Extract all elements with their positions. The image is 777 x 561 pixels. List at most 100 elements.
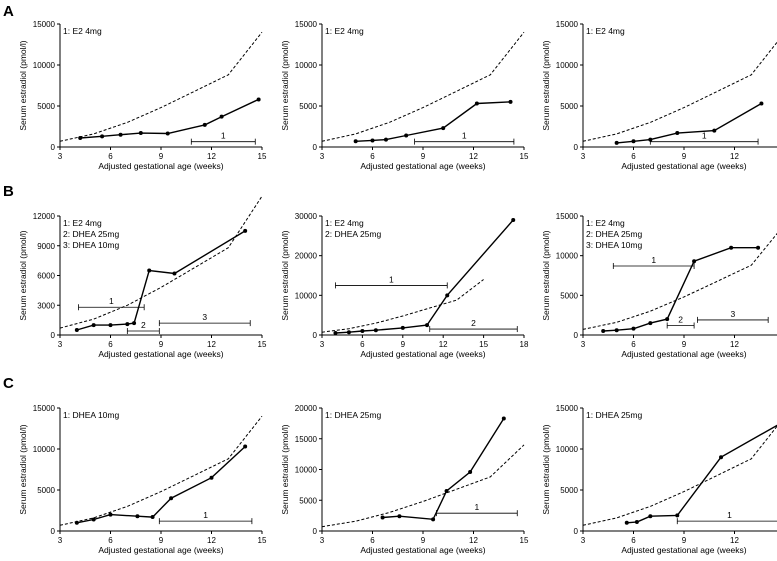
chart-a2-data-point <box>383 137 388 142</box>
chart-b1-data-point <box>147 268 152 273</box>
chart-a2: 0 5000 10000 15000 3 6 9 12 15 Adjusted gestation… <box>280 20 529 171</box>
chart-a1-x-tick-label: 15 <box>258 152 267 161</box>
chart-a1-treatment-label: 1 <box>221 131 226 141</box>
chart-a3-x-axis-title: Adjusted gestational age (weeks) <box>621 161 746 171</box>
chart-a2-x-tick-label: 12 <box>469 152 478 161</box>
chart-b1-data-point <box>243 228 248 233</box>
chart-a3-legend-entry: 1: E2 4mg <box>586 26 625 36</box>
chart-c1-data-point <box>169 496 174 501</box>
chart-c2-data-point <box>431 517 436 522</box>
chart-c1-x-axis-title: Adjusted gestational age (weeks) <box>98 545 223 555</box>
chart-c1-data-point <box>108 512 113 517</box>
chart-b1-legend-entry: 2: DHEA 25mg <box>63 229 119 239</box>
chart-b2-x-tick-label: 6 <box>360 340 365 349</box>
chart-b3-treatment-label: 1 <box>651 255 656 265</box>
chart-c2-x-tick-label: 6 <box>370 536 375 545</box>
chart-b3-treatment-label: 3 <box>730 309 735 319</box>
chart-c1-reference-curve <box>59 415 263 526</box>
chart-c2: 0 5000 10000 15000 20000 3 6 9 12 15 Adjusted gest… <box>280 404 529 555</box>
chart-a1-y-tick-label: 5000 <box>37 102 55 111</box>
chart-c3-data-point <box>648 514 653 519</box>
chart-b2-y-tick-label: 10000 <box>295 291 318 300</box>
chart-b1-y-tick-label: 9000 <box>37 242 55 251</box>
chart-a1-data-point <box>100 134 105 139</box>
chart-c1-x-tick-label: 12 <box>207 536 216 545</box>
chart-c3-data-point <box>719 455 724 460</box>
chart-b3-data-point <box>631 326 636 331</box>
chart-b2-data-point <box>425 323 430 328</box>
chart-b1-x-tick-label: 12 <box>207 340 216 349</box>
chart-b3-reference-curve <box>582 232 777 330</box>
chart-b1-data-point <box>108 323 113 328</box>
chart-b1-y-tick-label: 0 <box>51 331 56 340</box>
chart-b1-data-point <box>91 323 96 328</box>
chart-b1-treatment-label: 3 <box>202 312 207 322</box>
chart-c3-reference-curve <box>582 425 777 526</box>
chart-b2-y-axis-title: Serum estradiol (pmol/l) <box>280 230 290 320</box>
chart-b3-data-point <box>601 329 606 334</box>
chart-b1-x-axis-title: Adjusted gestational age (weeks) <box>98 349 223 359</box>
chart-a1: 0 5000 10000 15000 3 6 9 12 15 Adjusted gestation… <box>18 20 267 171</box>
chart-b2-data-point <box>346 330 351 335</box>
chart-a2-y-tick-label: 10000 <box>295 61 318 70</box>
chart-b2-data-point <box>445 293 450 298</box>
chart-c1-treatment-label: 1 <box>203 510 208 520</box>
chart-a3-data-point <box>614 140 619 145</box>
chart-a1-x-axis-title: Adjusted gestational age (weeks) <box>98 161 223 171</box>
chart-a2-data-point <box>370 138 375 143</box>
chart-a3-x-tick-label: 3 <box>581 152 586 161</box>
chart-b2-x-tick-label: 9 <box>401 340 406 349</box>
chart-b2-data-point <box>511 217 516 222</box>
chart-b2-y-tick-label: 30000 <box>295 212 318 221</box>
chart-c3-data-point <box>675 513 680 518</box>
chart-a3-y-axis-title: Serum estradiol (pmol/l) <box>541 40 551 130</box>
chart-a2-data-point <box>404 133 409 138</box>
chart-b2-x-tick-label: 12 <box>439 340 448 349</box>
chart-b1-data-point <box>74 328 79 333</box>
chart-a2-y-tick-label: 0 <box>313 143 318 152</box>
chart-a3-data-point <box>759 101 764 106</box>
chart-b1-series-line <box>76 230 246 331</box>
chart-b3-data-point <box>756 245 761 250</box>
chart-b3-y-tick-label: 0 <box>574 331 579 340</box>
chart-c3-x-tick-label: 3 <box>581 536 586 545</box>
chart-b1-x-tick-label: 6 <box>108 340 113 349</box>
chart-a1-y-tick-label: 15000 <box>33 20 56 29</box>
chart-c1: 0 5000 10000 15000 3 6 9 12 15 Adjusted gestation… <box>18 404 267 555</box>
chart-b2-reference-curve <box>321 279 484 333</box>
chart-c3-y-tick-label: 10000 <box>556 445 579 454</box>
chart-c2-y-tick-label: 15000 <box>295 435 318 444</box>
chart-c3-x-tick-label: 12 <box>730 536 739 545</box>
chart-a1-y-axis-title: Serum estradiol (pmol/l) <box>18 40 28 130</box>
chart-b3-y-tick-label: 15000 <box>556 212 579 221</box>
chart-a2-x-tick-label: 6 <box>370 152 375 161</box>
chart-c3-x-tick-label: 9 <box>682 536 687 545</box>
chart-c1-x-tick-label: 3 <box>58 536 63 545</box>
chart-b3-legend-entry: 3: DHEA 10mg <box>586 240 642 250</box>
chart-c3-x-axis-title: Adjusted gestational age (weeks) <box>621 545 746 555</box>
chart-c1-data-point <box>74 520 79 525</box>
chart-b2-series-line <box>335 219 514 334</box>
chart-b1-treatment-label: 2 <box>141 320 146 330</box>
chart-c2-reference-curve <box>321 444 525 528</box>
chart-c1-x-tick-label: 15 <box>258 536 267 545</box>
chart-b3-legend-entry: 2: DHEA 25mg <box>586 229 642 239</box>
chart-a1-legend-entry: 1: E2 4mg <box>63 26 102 36</box>
chart-c3-y-axis-title: Serum estradiol (pmol/l) <box>541 424 551 514</box>
chart-b3-x-axis-title: Adjusted gestational age (weeks) <box>621 349 746 359</box>
row-label-c: C <box>3 375 14 392</box>
chart-a3-x-tick-label: 12 <box>730 152 739 161</box>
chart-b2-y-tick-label: 0 <box>313 331 318 340</box>
chart-a2-y-axis-title: Serum estradiol (pmol/l) <box>280 40 290 130</box>
chart-a1-y-tick-label: 10000 <box>33 61 56 70</box>
chart-c1-y-tick-label: 15000 <box>33 404 56 413</box>
chart-b1-data-point <box>172 271 177 276</box>
chart-c3-series-line <box>626 424 777 524</box>
chart-a1-x-tick-label: 9 <box>159 152 164 161</box>
chart-b1-y-tick-label: 3000 <box>37 301 55 310</box>
chart-c3-legend-entry: 1: DHEA 25mg <box>586 410 642 420</box>
chart-a1-series-line <box>80 98 259 139</box>
